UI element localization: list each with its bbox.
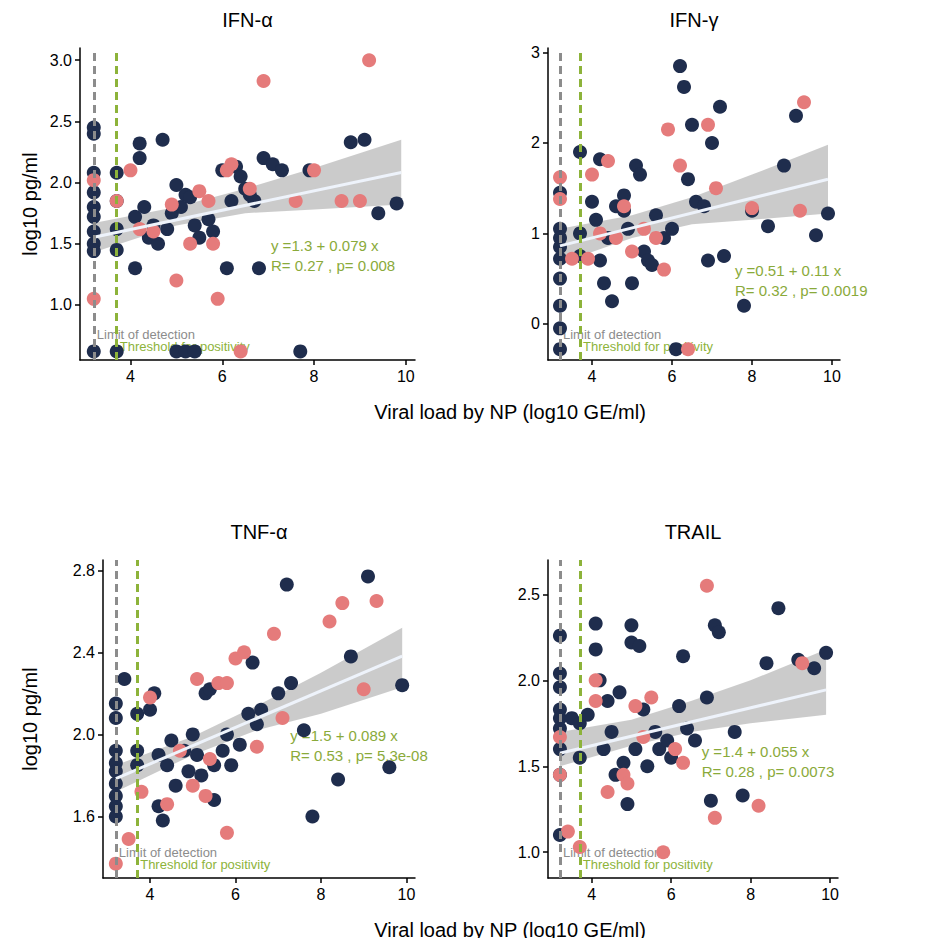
- svg-text:2.0: 2.0: [50, 174, 72, 191]
- svg-text:y =1.4 + 0.055 x: y =1.4 + 0.055 x: [702, 743, 810, 760]
- svg-text:y =1.5 + 0.089 x: y =1.5 + 0.089 x: [290, 726, 398, 744]
- svg-text:4: 4: [588, 368, 597, 385]
- svg-text:IFN-γ: IFN-γ: [670, 9, 719, 31]
- svg-text:2.8: 2.8: [73, 562, 95, 579]
- svg-text:4: 4: [587, 886, 596, 903]
- svg-text:Threshold for positivity: Threshold for positivity: [583, 857, 714, 872]
- svg-text:R= 0.32 , p= 0.0019: R= 0.32 , p= 0.0019: [735, 282, 868, 299]
- svg-text:Limit of detection: Limit of detection: [563, 326, 662, 342]
- svg-text:y =1.3 + 0.079 x: y =1.3 + 0.079 x: [271, 237, 379, 254]
- svg-text:log10 pg/ml: log10 pg/ml: [19, 667, 41, 770]
- svg-text:1.5: 1.5: [50, 235, 72, 252]
- svg-text:4: 4: [146, 886, 155, 903]
- svg-text:10: 10: [823, 368, 841, 385]
- svg-text:1: 1: [531, 225, 540, 242]
- svg-text:6: 6: [668, 368, 677, 385]
- svg-text:Viral load by NP (log10 GE/ml): Viral load by NP (log10 GE/ml): [374, 401, 646, 423]
- svg-text:10: 10: [821, 886, 839, 903]
- svg-text:2.5: 2.5: [50, 113, 72, 130]
- svg-text:Threshold for positivity: Threshold for positivity: [119, 338, 250, 354]
- svg-text:Limit of detection: Limit of detection: [118, 844, 218, 860]
- svg-text:Viral load by NP (log10 GE/ml): Viral load by NP (log10 GE/ml): [374, 919, 646, 938]
- svg-text:2.0: 2.0: [73, 726, 95, 743]
- svg-text:10: 10: [397, 368, 415, 385]
- svg-text:1.0: 1.0: [518, 844, 540, 861]
- svg-text:6: 6: [218, 368, 227, 385]
- svg-text:y =0.51 + 0.11 x: y =0.51 + 0.11 x: [735, 262, 842, 279]
- svg-text:TNF-α: TNF-α: [230, 521, 287, 543]
- svg-text:log10 pg/ml: log10 pg/ml: [19, 152, 41, 255]
- svg-text:1.5: 1.5: [518, 758, 540, 775]
- svg-text:R= 0.27 , p= 0.008: R= 0.27 , p= 0.008: [271, 257, 395, 274]
- svg-text:2: 2: [531, 134, 540, 151]
- svg-text:Threshold for positivity: Threshold for positivity: [140, 857, 271, 872]
- svg-text:TRAIL: TRAIL: [665, 521, 722, 543]
- svg-text:10: 10: [398, 886, 416, 903]
- svg-text:3.0: 3.0: [50, 52, 72, 69]
- svg-text:8: 8: [317, 886, 326, 903]
- svg-text:1.6: 1.6: [73, 808, 95, 825]
- svg-text:8: 8: [310, 368, 319, 385]
- svg-text:8: 8: [746, 886, 755, 903]
- svg-text:2.4: 2.4: [73, 644, 95, 661]
- svg-text:6: 6: [231, 886, 240, 903]
- svg-text:1.0: 1.0: [50, 296, 72, 313]
- svg-text:8: 8: [748, 368, 757, 385]
- svg-text:R= 0.53 , p= 5.3e-08: R= 0.53 , p= 5.3e-08: [290, 747, 428, 764]
- svg-text:IFN-α: IFN-α: [222, 9, 272, 31]
- svg-text:3: 3: [531, 44, 540, 61]
- svg-text:Limit of detection: Limit of detection: [96, 326, 195, 342]
- svg-text:R= 0.28 , p= 0.0073: R= 0.28 , p= 0.0073: [702, 763, 835, 780]
- svg-text:Threshold for positivity: Threshold for positivity: [583, 338, 714, 354]
- svg-text:4: 4: [126, 368, 135, 385]
- svg-text:6: 6: [667, 886, 676, 903]
- svg-text:2.5: 2.5: [518, 586, 540, 603]
- svg-text:0: 0: [531, 315, 540, 332]
- svg-text:2.0: 2.0: [518, 672, 540, 689]
